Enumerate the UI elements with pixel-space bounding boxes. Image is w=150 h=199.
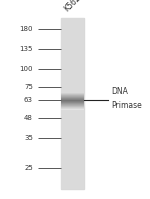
Text: 180: 180 — [20, 26, 33, 32]
Text: 135: 135 — [20, 46, 33, 52]
Text: 63: 63 — [24, 98, 33, 103]
Text: K562: K562 — [63, 0, 83, 13]
Bar — [61, 18, 84, 189]
Text: 75: 75 — [24, 84, 33, 90]
Text: 25: 25 — [24, 165, 33, 171]
Text: Primase: Primase — [111, 101, 142, 110]
Text: 100: 100 — [20, 66, 33, 72]
Text: DNA: DNA — [111, 87, 128, 96]
Text: 35: 35 — [24, 135, 33, 141]
Text: 48: 48 — [24, 115, 33, 121]
